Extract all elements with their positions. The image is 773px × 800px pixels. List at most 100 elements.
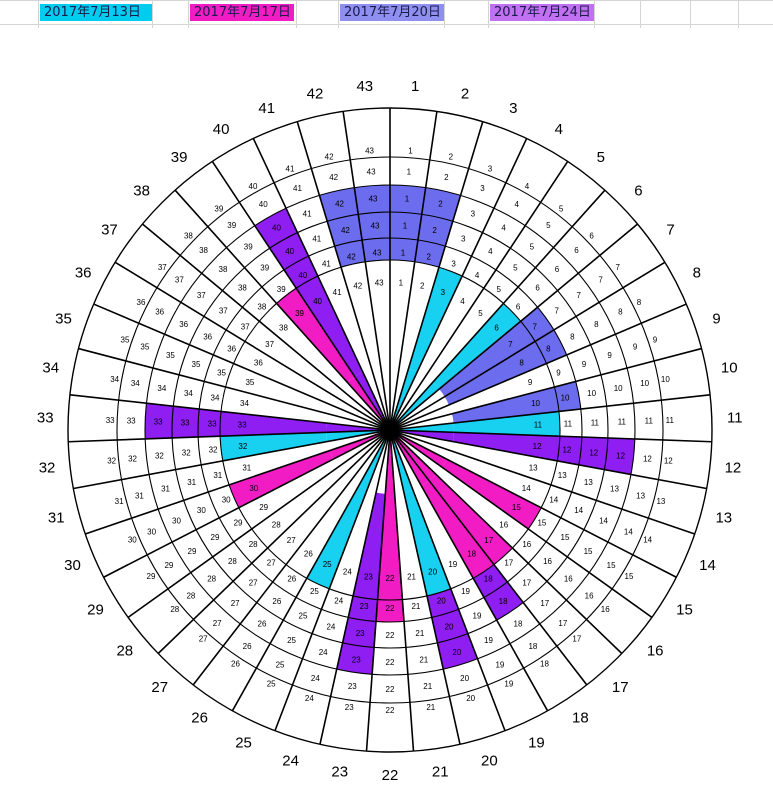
highlight-cell (362, 238, 390, 262)
cell-number: 31 (242, 463, 251, 472)
cell-number: 26 (258, 619, 267, 628)
grid-line (690, 0, 691, 28)
cell-number: 26 (287, 574, 296, 583)
cell-number: 39 (227, 221, 236, 230)
spoke-line (389, 121, 484, 431)
cell-number: 26 (304, 549, 313, 558)
cell-number: 19 (473, 612, 482, 621)
cell-number: 12 (533, 442, 542, 451)
grid-line (338, 0, 339, 28)
cell-number: 3 (480, 184, 485, 193)
cell-number: 9 (556, 369, 561, 378)
highlight-cell (453, 411, 560, 437)
cell-number: 1 (408, 147, 413, 156)
spoke-line (252, 138, 391, 431)
ring-circle (67, 107, 713, 753)
spoke-line (141, 223, 391, 431)
cell-number: 20 (466, 694, 475, 703)
outer-number-label: 19 (528, 734, 545, 751)
cell-number: 19 (495, 661, 504, 670)
cell-number: 13 (610, 485, 619, 494)
outer-number-label: 11 (727, 409, 743, 426)
cell-number: 10 (561, 394, 570, 403)
cell-number: 21 (426, 703, 435, 712)
grid-line (0, 24, 773, 25)
cell-number: 43 (367, 168, 376, 177)
cell-number: 36 (203, 332, 212, 341)
cell-number: 28 (186, 592, 195, 601)
cell-number: 14 (574, 506, 583, 515)
spoke-line (389, 429, 653, 619)
cell-number: 2 (444, 173, 449, 182)
cell-number: 4 (460, 297, 465, 306)
cell-number: 32 (182, 448, 191, 457)
cell-number: 9 (607, 351, 612, 360)
cell-number: 23 (348, 682, 357, 691)
outer-number-label: 3 (509, 100, 517, 117)
grid-line (152, 0, 153, 28)
cell-number: 31 (135, 492, 144, 501)
cell-number: 14 (522, 484, 531, 493)
highlight-cell (306, 485, 368, 589)
cell-number: 27 (199, 635, 208, 644)
cell-number: 16 (522, 540, 531, 549)
cell-number: 30 (128, 536, 137, 545)
cell-number: 41 (303, 209, 312, 218)
cell-number: 30 (222, 496, 231, 505)
spoke-line (389, 429, 707, 490)
cell-number: 6 (494, 323, 499, 332)
cell-number: 38 (184, 232, 193, 241)
cell-number: 29 (188, 547, 197, 556)
cell-number: 24 (334, 596, 343, 605)
outer-number-label: 13 (715, 509, 732, 526)
cell-number: 15 (584, 547, 593, 556)
outer-number-label: 4 (555, 121, 563, 138)
highlight-cell (426, 588, 459, 618)
outer-number-label: 22 (382, 767, 399, 784)
cell-number: 39 (260, 264, 269, 273)
spoke-line (211, 161, 391, 431)
cell-number: 16 (499, 521, 508, 530)
cell-number: 17 (572, 635, 581, 644)
spoke-line (127, 429, 391, 619)
cell-number: 5 (497, 285, 502, 294)
cell-number: 4 (525, 182, 530, 191)
legend-item-jul-13: 2017年7月13日 (40, 4, 152, 21)
cell-number: 12 (664, 457, 673, 466)
cell-number: 32 (209, 445, 218, 454)
highlight-cell (421, 480, 494, 579)
cell-number: 40 (285, 247, 294, 256)
cell-number: 33 (181, 419, 190, 428)
highlight-cell (432, 303, 521, 390)
highlight-cell (229, 450, 334, 508)
cell-number: 43 (375, 278, 384, 287)
cell-number: 18 (467, 549, 476, 558)
cell-number: 29 (234, 519, 243, 528)
spoke-line (389, 161, 569, 431)
cell-number: 22 (386, 604, 395, 613)
cell-number: 30 (197, 506, 206, 515)
grid-line (444, 0, 445, 28)
cell-number: 14 (643, 536, 652, 545)
outer-number-label: 33 (37, 409, 54, 426)
cell-number: 23 (360, 602, 369, 611)
cell-number: 11 (564, 419, 573, 428)
cell-number: 22 (386, 706, 395, 715)
cell-number: 33 (154, 418, 163, 427)
cell-number: 11 (534, 421, 543, 430)
cell-number: 28 (207, 574, 216, 583)
outer-number-label: 31 (48, 509, 65, 526)
outer-number-label: 34 (42, 359, 59, 376)
cell-number: 15 (512, 503, 521, 512)
cell-number: 24 (343, 568, 352, 577)
highlight-cell (431, 609, 468, 643)
highlight-cell (171, 406, 200, 438)
cell-number: 13 (584, 478, 593, 487)
cell-number: 27 (249, 579, 258, 588)
spoke-line (389, 429, 415, 752)
highlight-cell (353, 492, 386, 600)
cell-number: 37 (265, 340, 274, 349)
outer-number-label: 6 (634, 183, 642, 200)
spoke-line (274, 429, 391, 732)
outer-number-label: 41 (258, 100, 275, 117)
